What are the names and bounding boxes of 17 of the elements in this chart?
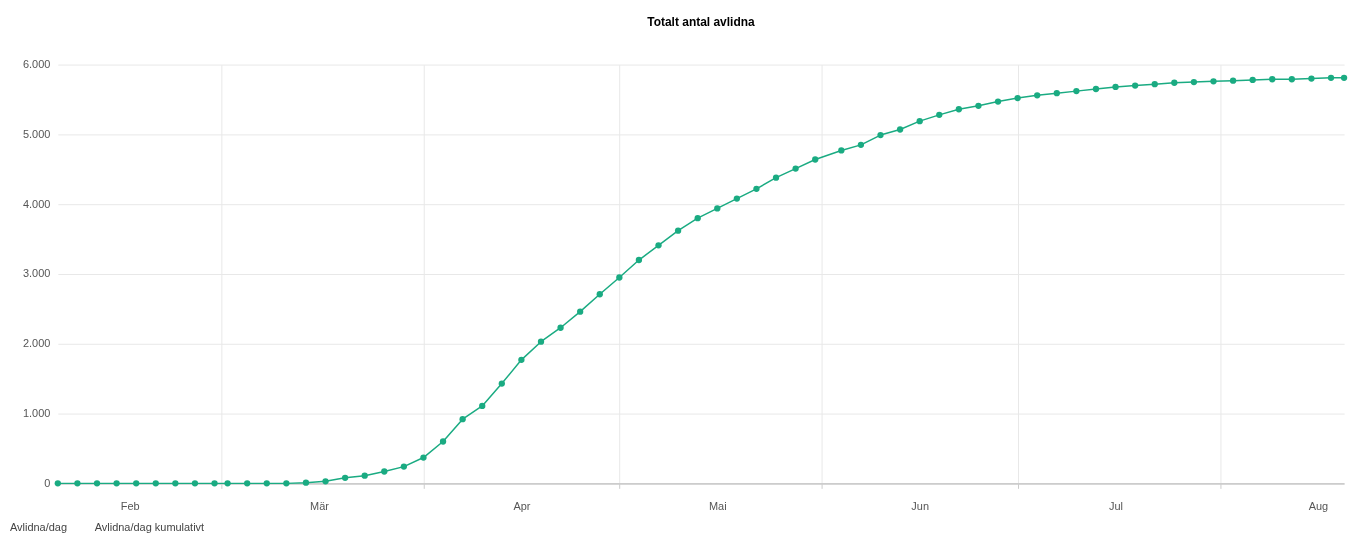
y-tick-label: 0 [44,476,51,489]
text: Avlidna/dag kumulativt [94,521,205,534]
x-tick-label: Mai [708,499,727,512]
chart-title: Totalt antal avlidna [647,14,755,29]
y-tick-label: 6.000 [22,58,51,71]
y-tick-label: 3.000 [22,267,51,280]
x-tick-label: Apr [513,499,531,512]
x-tick-label: Mär [310,499,330,512]
y-tick-label: 4.000 [22,197,51,210]
y-tick-label: 2.000 [22,337,51,350]
y-tick-label: 5.000 [22,127,51,140]
x-tick-label: Aug [1308,499,1329,512]
x-tick-label: Jun [911,499,930,512]
text: Avlidna/dag [9,521,68,534]
x-tick-label: Jul [1109,499,1124,512]
y-tick-label: 1.000 [22,407,51,420]
x-tick-label: Feb [120,499,140,512]
